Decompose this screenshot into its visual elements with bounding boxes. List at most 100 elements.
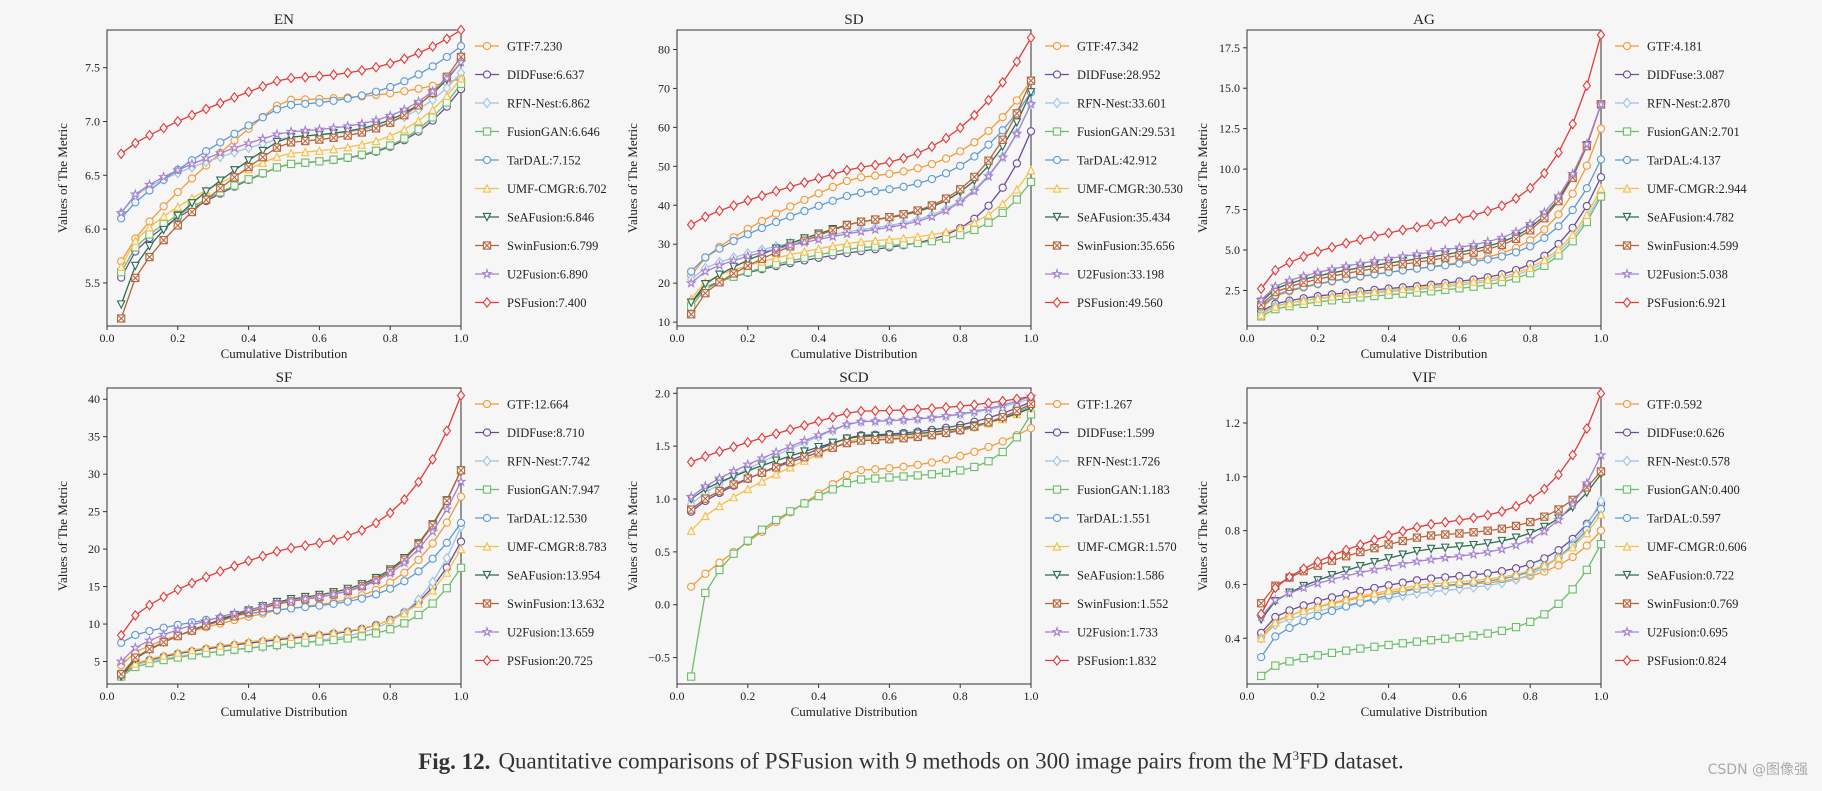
legend-label: DIDFuse:1.599 xyxy=(1077,426,1154,440)
data-point xyxy=(1568,552,1577,562)
data-point xyxy=(1012,393,1022,405)
data-point xyxy=(201,187,211,197)
data-point xyxy=(399,124,409,134)
data-point xyxy=(1497,536,1507,546)
data-point xyxy=(159,235,168,245)
data-point xyxy=(1026,165,1036,175)
data-point xyxy=(456,563,466,572)
data-point xyxy=(230,129,239,138)
y-tick-label: 17.5 xyxy=(1219,41,1240,55)
data-point xyxy=(1026,88,1036,98)
data-point xyxy=(897,413,910,425)
data-point xyxy=(1327,241,1337,253)
legend-marker xyxy=(481,626,493,637)
data-point xyxy=(159,591,168,603)
series-umf-cmgr xyxy=(1256,509,1606,643)
data-point xyxy=(1384,640,1393,650)
x-tick-label: 0.2 xyxy=(1310,689,1325,703)
data-point xyxy=(757,468,767,477)
data-point xyxy=(899,462,908,471)
data-point xyxy=(129,188,141,200)
data-point xyxy=(800,177,809,188)
data-point xyxy=(984,397,993,409)
legend-label: PSFusion:49.560 xyxy=(1077,296,1163,310)
data-point xyxy=(827,423,839,435)
data-point xyxy=(1440,280,1450,290)
data-point xyxy=(1026,424,1036,433)
data-point xyxy=(230,91,239,103)
y-tick-label: 2.5 xyxy=(1225,283,1240,297)
data-point xyxy=(1540,167,1549,179)
data-point xyxy=(956,451,965,461)
data-point xyxy=(1284,298,1294,308)
data-point xyxy=(785,462,795,472)
data-point xyxy=(271,128,283,140)
data-point xyxy=(1455,633,1464,642)
data-point xyxy=(1554,210,1563,219)
legend-label: SwinFusion:4.599 xyxy=(1647,239,1738,253)
legend-marker xyxy=(1052,297,1062,308)
legend-item: FusionGAN:2.701 xyxy=(1615,125,1740,139)
series-didfuse xyxy=(117,85,466,282)
data-point xyxy=(244,121,253,130)
data-point xyxy=(1299,617,1308,626)
legend-marker xyxy=(482,399,492,409)
data-point xyxy=(329,96,338,105)
data-point xyxy=(970,138,979,147)
data-point xyxy=(230,560,239,572)
data-point xyxy=(871,474,880,483)
data-point xyxy=(1582,217,1591,227)
legend-marker xyxy=(1622,485,1632,494)
y-tick-label: 1.0 xyxy=(1225,470,1240,484)
data-point xyxy=(1497,240,1507,250)
legend-item: DIDFuse:8.710 xyxy=(475,426,584,440)
x-tick-label: 0.6 xyxy=(882,331,897,345)
data-point xyxy=(301,158,310,167)
data-point xyxy=(242,603,255,615)
legend-item: U2Fusion:13.659 xyxy=(475,626,594,640)
data-point xyxy=(1581,477,1593,489)
data-point xyxy=(357,594,367,603)
data-point xyxy=(173,187,182,197)
data-point xyxy=(1453,241,1466,253)
data-point xyxy=(1439,551,1451,563)
data-point xyxy=(172,623,184,635)
data-point xyxy=(343,142,353,152)
data-point xyxy=(314,629,324,639)
data-point xyxy=(1341,269,1351,278)
data-point xyxy=(1510,539,1522,551)
data-point xyxy=(258,146,268,156)
series-fusiongan xyxy=(687,410,1036,681)
data-point xyxy=(927,458,937,467)
data-point xyxy=(1012,406,1021,416)
data-point xyxy=(998,208,1007,217)
data-point xyxy=(799,447,809,457)
data-point xyxy=(1271,582,1280,594)
data-point xyxy=(941,455,951,464)
data-point xyxy=(1440,215,1450,227)
legend-label: U2Fusion:0.695 xyxy=(1647,626,1728,640)
legend-marker xyxy=(482,570,492,580)
data-point xyxy=(828,196,837,205)
data-point xyxy=(1340,260,1352,272)
data-point xyxy=(700,280,710,290)
data-point xyxy=(729,269,738,278)
data-point xyxy=(743,484,753,494)
data-point xyxy=(913,147,923,159)
legend-marker xyxy=(1622,399,1632,409)
legend-item: U2Fusion:0.695 xyxy=(1615,626,1728,640)
data-point xyxy=(742,458,754,470)
data-point xyxy=(356,117,368,129)
data-point xyxy=(315,637,324,646)
series-line xyxy=(1260,104,1602,306)
data-point xyxy=(685,277,697,288)
legend-item: U2Fusion:33.198 xyxy=(1045,268,1164,282)
data-point xyxy=(885,169,894,178)
data-point xyxy=(998,126,1007,135)
chart-title: SCD xyxy=(839,370,868,386)
data-point xyxy=(701,211,710,223)
y-tick-label: 0.8 xyxy=(1225,524,1240,538)
data-point xyxy=(756,246,768,258)
data-point xyxy=(1483,255,1492,264)
data-point xyxy=(1425,246,1437,257)
